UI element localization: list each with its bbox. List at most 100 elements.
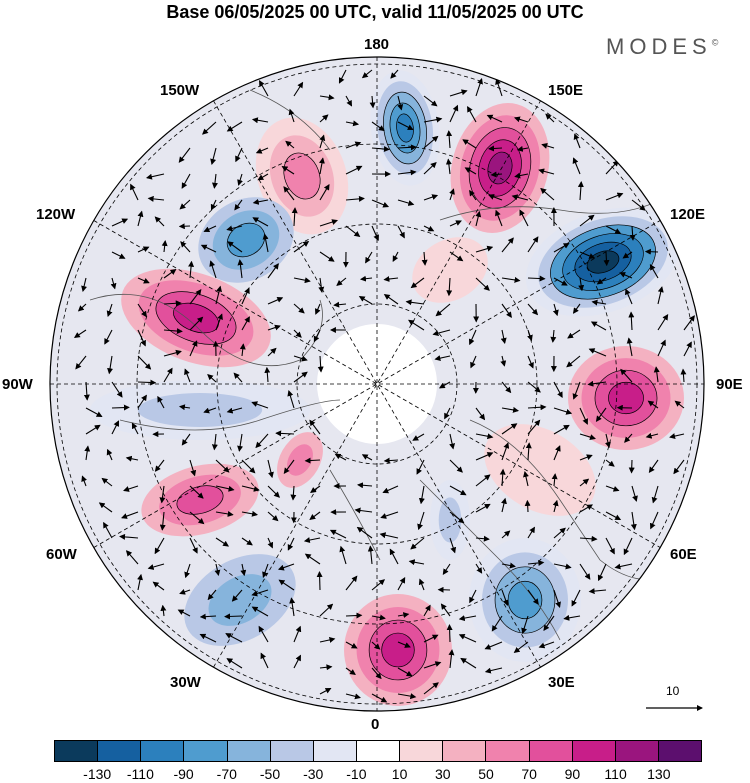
wind-arrow — [319, 114, 329, 123]
wind-arrow — [258, 625, 269, 643]
wind-arrow — [397, 225, 405, 239]
wind-arrow — [345, 575, 358, 591]
lon-label-60e: 60E — [670, 546, 697, 563]
coastline — [249, 89, 331, 151]
wind-arrow — [527, 404, 547, 411]
wind-arrow — [163, 367, 173, 383]
wind-arrow — [475, 563, 483, 574]
colorbar-segment — [658, 741, 702, 761]
wind-arrow — [484, 667, 503, 674]
wind-arrow — [84, 445, 91, 461]
wind-arrow — [495, 78, 503, 97]
colorbar-tick-label: 130 — [647, 766, 671, 782]
colorbar-segment — [572, 741, 616, 761]
wind-arrow — [184, 368, 191, 383]
coastline — [439, 199, 661, 221]
wind-arrow — [397, 576, 406, 591]
anomaly-contour — [438, 497, 462, 543]
wind-arrow — [648, 459, 659, 474]
wind-arrow — [410, 277, 425, 289]
wind-arrow — [460, 657, 477, 669]
wind-arrow — [154, 537, 165, 555]
wind-arrow — [106, 303, 113, 317]
wind-arrow — [410, 537, 425, 550]
wind-arrow — [267, 324, 281, 331]
wind-arrow — [188, 260, 195, 279]
wind-arrow — [501, 589, 509, 606]
colorbar-segment — [443, 741, 487, 761]
wind-arrow — [553, 563, 572, 570]
anomaly-contour — [137, 393, 263, 427]
wind-arrow — [603, 251, 610, 267]
wind-arrow — [267, 263, 279, 279]
wind-arrow — [379, 532, 399, 539]
wind-arrow — [390, 69, 399, 79]
wind-arrow — [490, 171, 503, 178]
wind-arrow — [267, 511, 279, 522]
wind-arrow — [319, 603, 334, 617]
wind-arrow — [288, 108, 295, 123]
wind-arrow — [579, 454, 593, 461]
wind-arrow — [605, 192, 624, 201]
wind-arrow — [571, 589, 581, 607]
wind-arrow — [579, 433, 596, 440]
wind-arrow — [475, 474, 491, 487]
wind-arrow — [397, 169, 417, 176]
wind-arrow — [154, 216, 165, 227]
wind-arrow — [628, 311, 635, 331]
wind-arrow — [345, 641, 358, 649]
wind-arrow — [588, 348, 607, 357]
anomaly-contour — [484, 424, 596, 516]
wind-arrow — [475, 277, 490, 291]
wind-arrow — [423, 634, 439, 643]
wind-arrow — [239, 343, 246, 357]
wind-arrow — [619, 272, 633, 279]
wind-arrow — [657, 286, 664, 305]
colorbar-tick-label: -10 — [346, 766, 367, 782]
wind-arrow — [137, 277, 150, 284]
colorbar-segment — [55, 741, 99, 761]
wind-arrow — [423, 682, 439, 695]
wind-arrow — [511, 194, 529, 201]
wind-arrow — [215, 485, 235, 492]
wind-arrow — [303, 537, 321, 543]
wind-arrow — [329, 529, 347, 539]
wind-arrow — [449, 251, 464, 262]
wind-arrow — [475, 452, 494, 461]
wind-arrow — [545, 113, 555, 123]
wind-arrow — [446, 130, 453, 149]
wind-arrow — [189, 289, 202, 305]
lon-label-60w: 60W — [46, 546, 77, 563]
wind-arrow — [241, 287, 250, 305]
wind-arrow — [500, 329, 507, 345]
wind-arrow — [553, 407, 573, 415]
wind-arrow — [501, 381, 512, 394]
wind-arrow — [161, 240, 168, 253]
wind-arrow — [475, 503, 491, 513]
wind-arrow — [651, 485, 659, 504]
wind-arrow — [572, 381, 581, 400]
wind-arrow — [552, 499, 559, 513]
wind-arrow — [514, 172, 529, 179]
wind-arrow — [189, 537, 198, 554]
colorbar-tick-label: 90 — [564, 766, 581, 782]
wind-arrow — [251, 117, 269, 124]
meridian-line — [93, 220, 661, 548]
wind-arrow — [293, 654, 301, 669]
wind-arrow — [383, 293, 399, 305]
wind-arrow — [358, 296, 373, 305]
wind-arrow — [313, 329, 321, 343]
wind-arrow — [630, 511, 637, 531]
wind-arrow — [98, 502, 113, 513]
wind-arrow — [123, 485, 139, 492]
wind-arrow — [475, 245, 494, 253]
wind-arrow — [345, 612, 363, 619]
wind-arrow — [588, 588, 607, 595]
colorbar-segment — [615, 741, 659, 761]
wind-arrow — [645, 432, 659, 439]
wind-arrow — [283, 186, 295, 201]
wind-arrow — [211, 173, 218, 189]
wind-arrow — [309, 419, 321, 435]
wind-arrow — [178, 404, 191, 411]
wind-arrow — [595, 407, 607, 422]
